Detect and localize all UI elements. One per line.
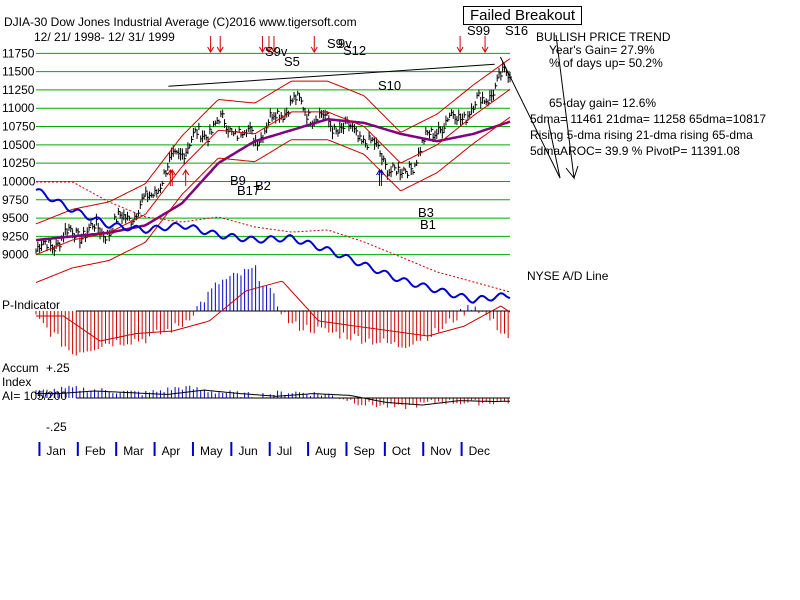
y-tick-label: 11750 xyxy=(2,46,35,60)
y-tick-label: 9250 xyxy=(2,229,29,243)
gain-65day: 65-day gain= 12.6% xyxy=(549,96,657,110)
signal-label: S5 xyxy=(284,54,300,69)
month-label: May xyxy=(200,444,223,458)
upper-band-line xyxy=(35,58,511,225)
signal-label: B3 xyxy=(418,205,434,220)
y-tick-label: 10250 xyxy=(2,156,36,170)
signal-label: 9v xyxy=(338,36,352,51)
signal-label: S16 xyxy=(505,23,528,38)
y-tick-label: 11000 xyxy=(2,101,35,115)
rising-status: Rising 5-dma rising 21-dma rising 65-dma xyxy=(530,128,753,142)
month-label: Mar xyxy=(123,444,144,458)
index-label: Index xyxy=(2,375,32,389)
month-label: Nov xyxy=(430,444,451,458)
ma-21day-line xyxy=(35,88,511,256)
y-tick-label: 9000 xyxy=(2,248,29,262)
signal-label: B17 xyxy=(237,183,260,198)
month-label: Feb xyxy=(85,444,106,458)
buy-arrow-head xyxy=(168,169,176,176)
y-tick-label: 11250 xyxy=(2,83,35,97)
failed-breakout-badge: Failed Breakout xyxy=(463,6,583,25)
p-indicator-ma xyxy=(36,280,511,342)
month-label: Sep xyxy=(353,444,375,458)
sell-arrow-head xyxy=(481,46,489,53)
ma-65day-line xyxy=(35,118,511,242)
signal-label: S99 xyxy=(467,23,490,38)
signal-label: B9 xyxy=(230,173,246,188)
days-up: % of days up= 50.2% xyxy=(549,56,663,70)
month-label: Aug xyxy=(315,444,336,458)
accum-label: Accum xyxy=(2,361,39,375)
ad-line-label: NYSE A/D Line xyxy=(527,269,609,283)
dma-values: 5dma= 11461 21dma= 11258 65dma=10817 xyxy=(530,112,767,126)
trend-label: BULLISH PRICE TREND xyxy=(536,30,671,44)
y-tick-label: 11500 xyxy=(2,65,35,79)
sell-arrow-head xyxy=(207,46,215,53)
arrow-line xyxy=(499,56,561,179)
month-label: Oct xyxy=(392,444,411,458)
y-tick-label: 9750 xyxy=(2,193,29,207)
y-tick-label: 10500 xyxy=(2,138,36,152)
signal-label: S12 xyxy=(343,43,366,58)
y-tick-label: 10000 xyxy=(2,174,36,188)
ad-line-ma xyxy=(36,181,511,293)
plus-quarter-label: +.25 xyxy=(46,361,70,375)
sell-arrow-head xyxy=(216,46,224,53)
roc-pivot: 5dmaAROC= 39.9 % PivotP= 11391.08 xyxy=(530,144,740,158)
signal-label: S9 xyxy=(327,36,343,51)
sell-arrow-head xyxy=(265,46,273,53)
signal-label: B2 xyxy=(255,178,271,193)
month-label: Apr xyxy=(162,444,181,458)
month-label: Jan xyxy=(46,444,65,458)
month-label: Dec xyxy=(469,444,490,458)
minus-quarter-label: -.25 xyxy=(46,420,67,434)
p-indicator-label: P-Indicator xyxy=(2,298,61,312)
signal-label: S9v xyxy=(265,44,288,59)
sell-arrow-head xyxy=(270,46,278,53)
ai-label: AI= 105/200 xyxy=(2,389,68,403)
y-tick-label: 9500 xyxy=(2,211,29,225)
sell-arrow-head xyxy=(456,46,464,53)
month-label: Jul xyxy=(277,444,292,458)
signal-label: B1 xyxy=(420,217,436,232)
sell-arrow-head xyxy=(259,46,266,53)
years-gain: Year's Gain= 27.9% xyxy=(549,43,655,57)
ad-line xyxy=(35,188,511,304)
sell-arrow-head xyxy=(310,46,318,53)
date-range: 12/ 21/ 1998- 12/ 31/ 1999 xyxy=(34,30,175,44)
y-tick-label: 10750 xyxy=(2,120,36,134)
buy-arrow-head xyxy=(377,169,385,176)
signal-label: S10 xyxy=(378,78,401,93)
buy-arrow-head xyxy=(182,169,190,176)
arrow-head xyxy=(547,34,579,180)
resistance-trendline xyxy=(168,63,495,87)
accum-ma xyxy=(36,389,510,406)
lower-band-line xyxy=(35,116,511,283)
month-label: Jun xyxy=(238,444,257,458)
chart-title: DJIA-30 Dow Jones Industrial Average (C)… xyxy=(4,15,357,29)
